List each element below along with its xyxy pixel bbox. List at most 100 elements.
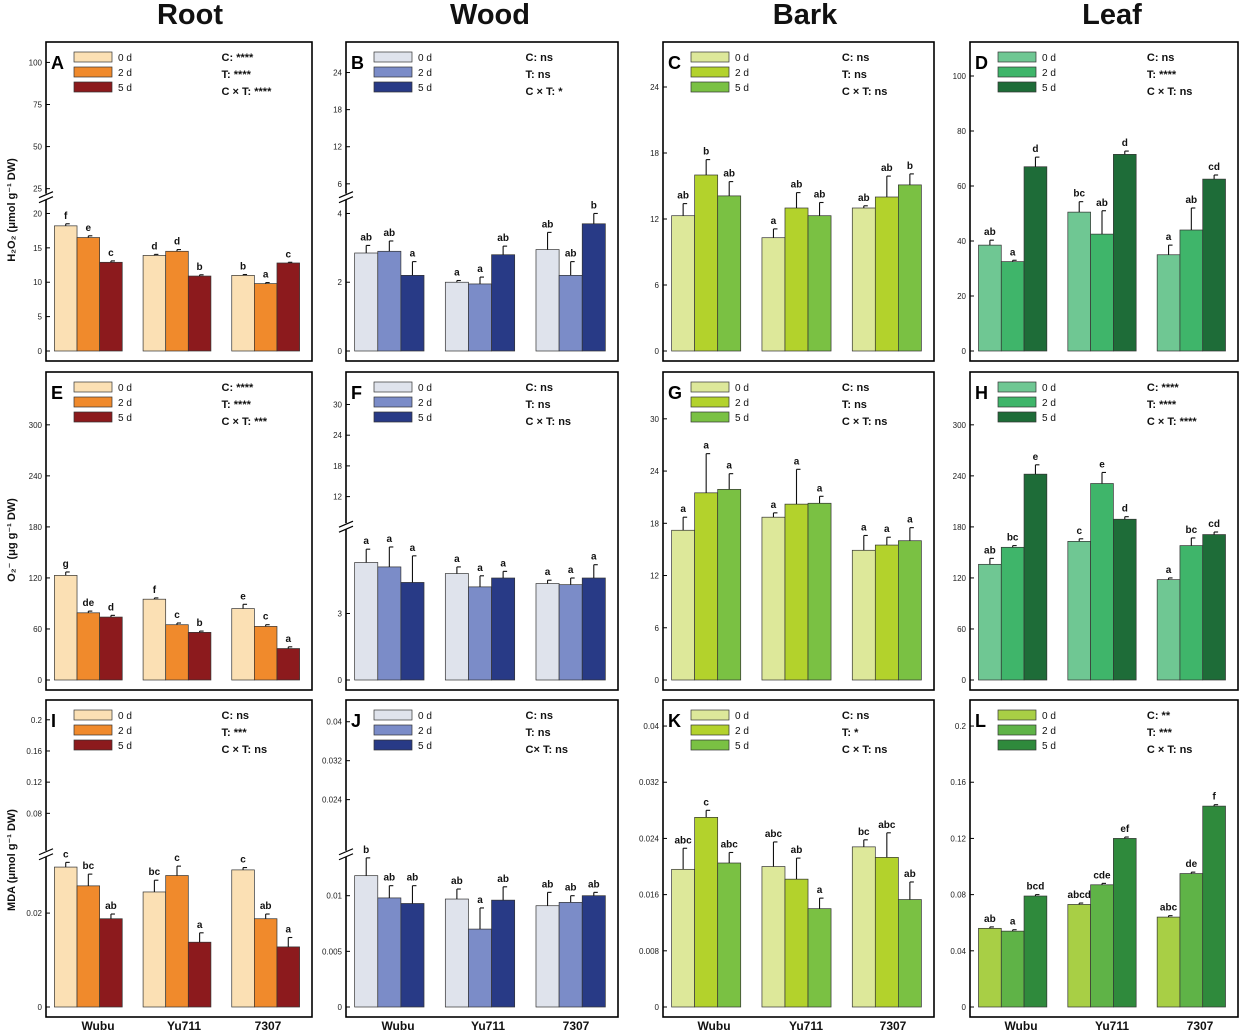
stat-label: C× T: ns [526, 744, 568, 756]
bar [1156, 254, 1181, 352]
bar [1202, 178, 1226, 352]
significance-label: de [82, 598, 94, 609]
bar [717, 488, 742, 681]
legend-swatch [997, 739, 1037, 751]
legend-swatch [690, 51, 730, 63]
significance-label: a [726, 461, 732, 472]
axis-break-gap [40, 850, 52, 857]
significance-label: ab [984, 545, 996, 556]
significance-label: ab [542, 219, 554, 230]
significance-label: a [263, 270, 269, 281]
x-category-labels: Wubu Yu711 7307 Wubu Yu711 7307 Wubu Yu7… [81, 1019, 1213, 1033]
bar [558, 275, 583, 352]
bar [354, 875, 379, 1008]
legend-label: 0 d [735, 711, 749, 722]
significance-label: d [108, 602, 114, 613]
legend-label: 5 d [735, 83, 749, 94]
y-tick-label: 0 [338, 676, 343, 685]
bar [76, 612, 100, 681]
y-tick-label: 6 [655, 624, 660, 633]
significance-label: e [1033, 452, 1039, 463]
stat-label: C × T: ns [842, 416, 888, 428]
significance-label: ab [881, 163, 893, 174]
significance-label: f [64, 211, 68, 222]
y-tick-label: 180 [953, 523, 967, 532]
significance-label: a [1010, 917, 1016, 928]
bar [761, 237, 786, 352]
significance-label: a [1166, 232, 1172, 243]
axis-break-mark [338, 525, 354, 533]
bar [142, 598, 167, 681]
stat-label: T: ns [842, 69, 867, 81]
panel-letter: K [668, 711, 681, 731]
significance-label: bc [149, 867, 161, 878]
bar [807, 908, 832, 1008]
legend-swatch [997, 709, 1037, 721]
significance-label: ab [588, 879, 600, 890]
y-tick-label: 0.16 [950, 778, 966, 787]
legend-swatch [73, 739, 113, 751]
bar [468, 586, 492, 681]
bar [1202, 805, 1226, 1008]
panel-frame [345, 699, 619, 1018]
significance-label: cde [1093, 870, 1111, 881]
stat-label: C: ns [526, 710, 554, 722]
bar [468, 283, 492, 352]
legend-label: 0 d [118, 383, 132, 394]
significance-label: abc [1160, 903, 1178, 914]
significance-label: b [197, 262, 203, 273]
bar [354, 562, 379, 681]
bar [581, 577, 606, 681]
significance-label: abc [675, 835, 693, 846]
bar [1090, 233, 1114, 352]
legend-label: 5 d [418, 83, 432, 94]
bar [99, 918, 123, 1008]
significance-label: ab [542, 879, 554, 890]
bar [142, 255, 167, 352]
panel-frame [45, 699, 313, 1018]
legend-swatch [73, 411, 113, 423]
legend-label: 2 d [418, 398, 432, 409]
legend-swatch [997, 396, 1037, 408]
bar [54, 575, 78, 681]
significance-label: a [500, 558, 506, 569]
axis-break-mark [338, 520, 354, 528]
legend-swatch [997, 51, 1037, 63]
significance-label: ab [677, 191, 689, 202]
bar [187, 941, 212, 1008]
legend-swatch [690, 739, 730, 751]
bar [978, 563, 1002, 681]
bar [1113, 154, 1137, 352]
axis-break-gap [340, 850, 352, 857]
y-tick-label: 0.2 [31, 716, 43, 725]
significance-label: a [1166, 565, 1172, 576]
stat-label: C × T: ns [842, 744, 888, 756]
axis-break-gap [40, 193, 52, 200]
x-cat-root-wubu: Wubu [81, 1019, 114, 1033]
stat-label: T: **** [222, 69, 252, 81]
y-tick-label: 0 [38, 676, 43, 685]
bar [1156, 916, 1181, 1008]
bar [1000, 930, 1025, 1008]
y-tick-label: 240 [29, 472, 43, 481]
significance-label: ab [497, 874, 509, 885]
legend-label: 2 d [118, 726, 132, 737]
y-tick-label: 0.16 [26, 747, 42, 756]
panel-letter: B [351, 53, 364, 73]
legend-label: 0 d [1042, 711, 1056, 722]
bar [400, 275, 425, 352]
bar [276, 262, 300, 352]
bar [898, 184, 922, 352]
y-tick-label: 240 [953, 472, 967, 481]
panel-a: 0 5 10 15 20 25 50 75 100 f e c d d b b a c A 0 d 2 d 5 d C: *… [29, 41, 313, 362]
legend-label: 0 d [118, 53, 132, 64]
significance-label: ab [451, 876, 463, 887]
significance-label: ab [791, 845, 803, 856]
significance-label: ab [984, 227, 996, 238]
stat-label: C × T: * [526, 86, 564, 98]
legend-label: 5 d [1042, 741, 1056, 752]
y-tick-label: 12 [333, 493, 342, 502]
